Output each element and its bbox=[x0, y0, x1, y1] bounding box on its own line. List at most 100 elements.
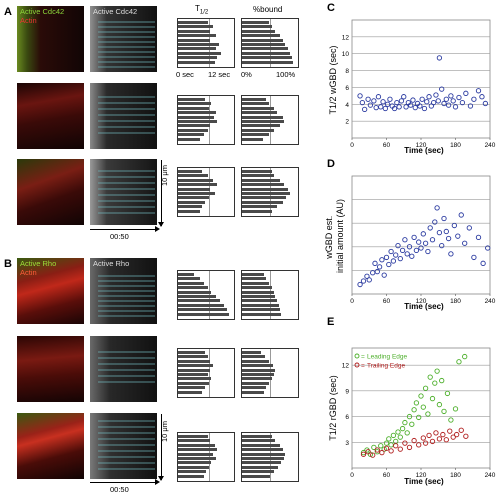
bar bbox=[242, 56, 292, 60]
kymo-label-green: Active Cdc42 bbox=[20, 7, 65, 16]
legend-equals: = bbox=[361, 363, 365, 370]
data-point bbox=[441, 408, 447, 415]
kymo-a1-gray: Active Cdc42 bbox=[90, 6, 157, 72]
data-point bbox=[462, 240, 468, 246]
bar bbox=[242, 183, 285, 187]
data-point bbox=[433, 430, 439, 436]
bar bbox=[242, 448, 283, 452]
data-point bbox=[429, 237, 436, 243]
data-point bbox=[463, 433, 469, 439]
bar bbox=[178, 21, 208, 24]
axis-label-0sec: 0 sec bbox=[176, 70, 194, 79]
x-tick-label: 0 bbox=[350, 142, 354, 149]
bar bbox=[178, 295, 216, 298]
bar bbox=[242, 355, 265, 359]
data-point bbox=[402, 440, 408, 446]
bar bbox=[178, 299, 221, 303]
y-tick-label: 2 bbox=[345, 119, 349, 126]
bar bbox=[242, 277, 267, 281]
y-tick-label: 3 bbox=[345, 440, 349, 447]
data-point bbox=[386, 261, 392, 268]
data-point bbox=[397, 255, 403, 262]
bar bbox=[178, 461, 212, 465]
y-tick-label: 8 bbox=[345, 68, 349, 75]
data-point bbox=[429, 438, 436, 445]
bar bbox=[178, 448, 217, 452]
data-point bbox=[448, 251, 454, 257]
data-point bbox=[365, 449, 371, 455]
data-point bbox=[422, 240, 429, 246]
data-point bbox=[479, 94, 485, 100]
bar bbox=[178, 368, 211, 372]
chart-d: wGBD est. initial amount (AU) Time (sec)… bbox=[324, 175, 496, 311]
data-point bbox=[411, 407, 417, 413]
data-point bbox=[395, 429, 401, 435]
data-point bbox=[371, 98, 377, 104]
kymo-lines bbox=[98, 420, 155, 470]
y-axis-label-line1: wGBD est. bbox=[324, 216, 334, 260]
data-point bbox=[379, 257, 385, 263]
data-point bbox=[422, 440, 429, 446]
data-point bbox=[471, 254, 477, 261]
bar bbox=[242, 465, 278, 469]
x-tick-label: 240 bbox=[485, 472, 496, 479]
bar bbox=[242, 133, 269, 137]
bar bbox=[178, 286, 208, 290]
kymo-label-gray: Active Cdc42 bbox=[93, 7, 138, 16]
bar-panel-thalf bbox=[177, 270, 235, 320]
bar bbox=[178, 133, 204, 137]
bar bbox=[178, 205, 203, 209]
bar bbox=[178, 34, 216, 38]
bar-panel-bound bbox=[241, 95, 299, 145]
data-point bbox=[381, 272, 387, 278]
data-point bbox=[432, 219, 438, 225]
data-point bbox=[403, 104, 409, 110]
data-point bbox=[374, 268, 380, 275]
bar bbox=[242, 474, 271, 478]
data-point bbox=[383, 445, 390, 451]
data-point bbox=[413, 247, 420, 253]
bar bbox=[242, 461, 281, 465]
legend-label: Trailing Edge bbox=[367, 363, 405, 370]
thalf-header-sub: 1/2 bbox=[199, 9, 209, 16]
bar bbox=[242, 308, 280, 312]
plot-area bbox=[351, 19, 491, 139]
kymo-lines bbox=[98, 21, 155, 68]
bar bbox=[178, 43, 219, 46]
data-point bbox=[471, 96, 477, 102]
data-point bbox=[482, 100, 489, 107]
data-point bbox=[411, 437, 417, 444]
bar bbox=[178, 359, 211, 363]
data-point bbox=[439, 86, 445, 92]
panel-label-a: A bbox=[4, 6, 12, 18]
bar bbox=[178, 452, 214, 456]
bar bbox=[178, 98, 205, 101]
data-point bbox=[419, 96, 425, 102]
data-point bbox=[410, 97, 416, 103]
bar bbox=[242, 192, 290, 195]
data-point bbox=[445, 235, 452, 242]
data-point bbox=[467, 103, 474, 109]
data-point bbox=[399, 247, 406, 253]
x-tick-label: 60 bbox=[383, 472, 391, 479]
bar bbox=[242, 120, 285, 123]
kymo-lines bbox=[98, 275, 155, 317]
data-point bbox=[432, 380, 438, 386]
data-point bbox=[360, 278, 367, 284]
y-tick-label: 6 bbox=[345, 85, 349, 92]
kymo-b1-merge: Active Rho Actin bbox=[17, 258, 84, 324]
x-tick-label: 120 bbox=[416, 298, 427, 305]
data-point bbox=[412, 105, 418, 111]
bar bbox=[242, 106, 275, 110]
data-point bbox=[365, 96, 371, 102]
data-point bbox=[441, 100, 447, 107]
bar bbox=[178, 29, 211, 33]
data-point bbox=[475, 88, 482, 94]
data-point bbox=[391, 105, 398, 112]
data-point bbox=[420, 404, 426, 410]
data-point bbox=[396, 104, 402, 110]
data-point bbox=[418, 393, 424, 399]
data-point bbox=[466, 225, 472, 231]
bar bbox=[242, 299, 278, 303]
kymo-lines bbox=[98, 351, 155, 383]
